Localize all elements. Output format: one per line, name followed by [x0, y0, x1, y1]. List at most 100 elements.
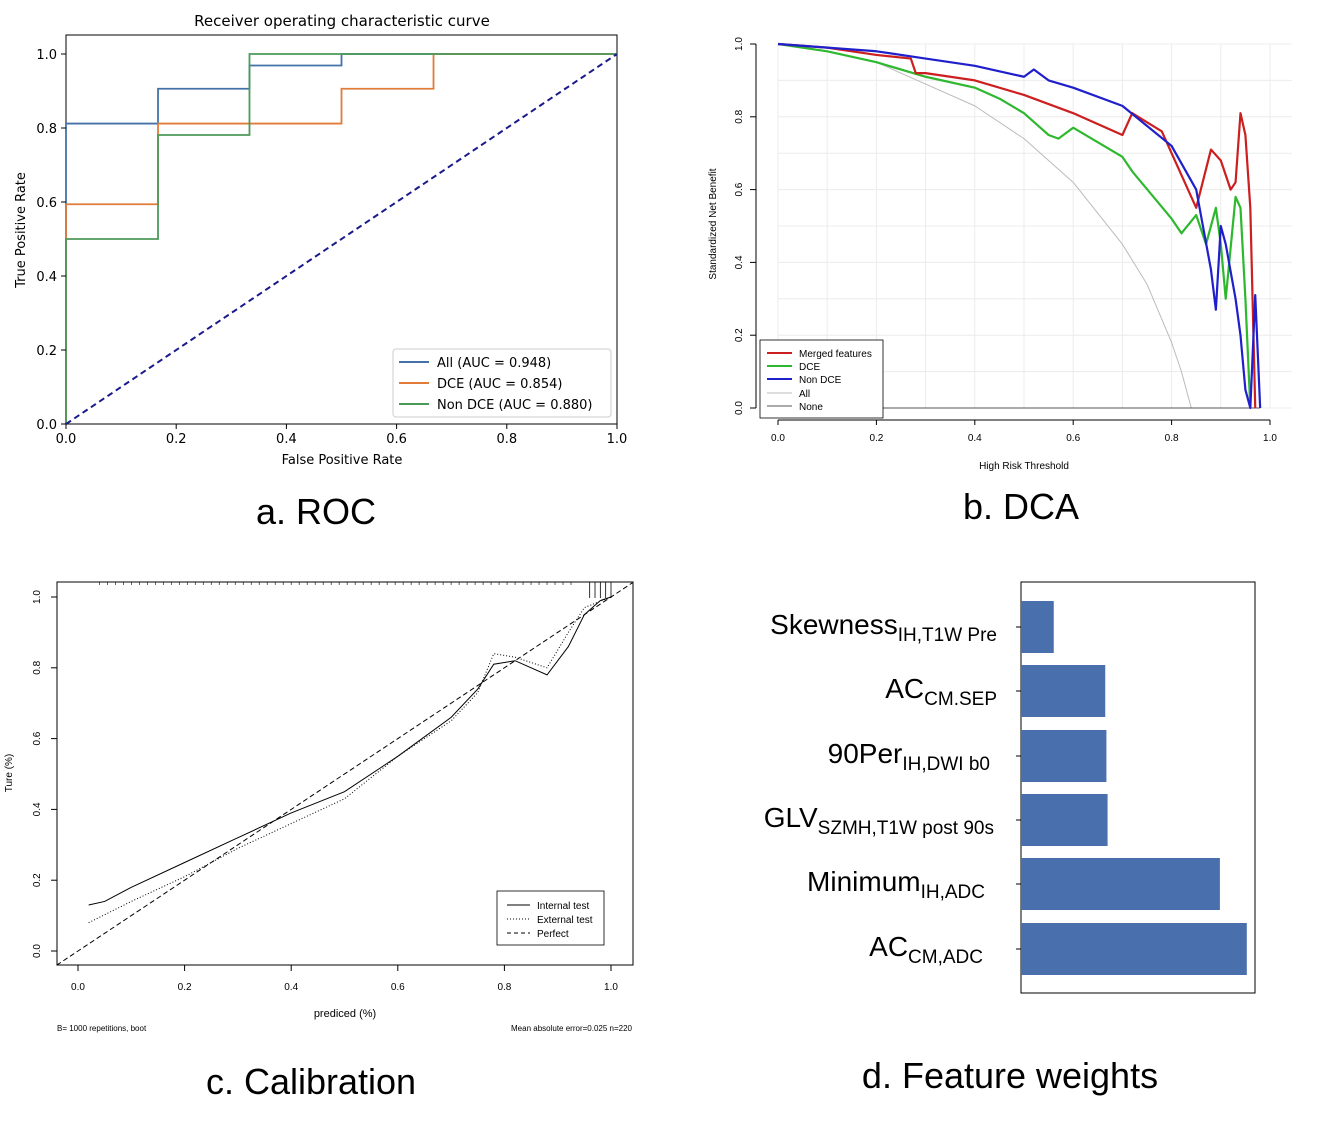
caption-dca: b. DCA — [963, 486, 1079, 527]
calibration-y-tick-label: 0.8 — [32, 660, 43, 674]
dca-legend: Merged features DCE Non DCE All None — [759, 339, 884, 419]
feature-bar-ac-cm-sep — [1021, 665, 1106, 717]
dca-x-tick-label: 0.2 — [869, 433, 883, 444]
roc-legend-label-dce: DCE (AUC = 0.854) — [437, 377, 562, 392]
calibration-y-tick-label: 0.0 — [32, 944, 43, 958]
calibration-legend-label-external: External test — [537, 915, 593, 926]
calibration-y-tick-label: 0.2 — [32, 873, 43, 887]
calibration-panel: 0.0 0.2 0.4 0.6 0.8 1.0 0.0 0.2 0.4 0.6 0.8 1.0 pre… — [4, 581, 634, 1033]
dca-x-tick-label: 0.0 — [771, 433, 785, 444]
calibration-legend-label-perfect: Perfect — [537, 929, 569, 940]
roc-x-tick-label: 1.0 — [607, 432, 628, 447]
caption-roc: a. ROC — [256, 491, 376, 532]
calibration-legend-label-internal: Internal test — [537, 901, 589, 912]
feature-bar-minimum-ih-adc — [1021, 858, 1220, 910]
feature-weights-panel: SkewnessIH,T1W Pre ACCM.SEP 90PerIH,DWI b0… — [764, 581, 1256, 994]
calibration-xlabel: prediced (%) — [314, 1008, 376, 1020]
feature-bar-glv-szmh-t1w-post-90s — [1021, 794, 1108, 846]
feature-label: 90PerIH,DWI b0 — [828, 738, 990, 775]
roc-line-chance — [65, 53, 618, 425]
caption-calibration: c. Calibration — [206, 1061, 416, 1102]
dca-y-tick-label: 1.0 — [734, 37, 745, 51]
dca-y-tick-label: 0.6 — [734, 182, 745, 196]
dca-xlabel: High Risk Threshold — [979, 461, 1069, 472]
calibration-line-external-test — [88, 596, 612, 924]
roc-y-tick-label: 0.6 — [36, 196, 57, 211]
calibration-x-tick-label: 1.0 — [604, 982, 618, 993]
calibration-x-tick-label: 0.8 — [497, 982, 511, 993]
dca-legend-label-none: None — [799, 402, 823, 413]
dca-legend-label-all: All — [799, 389, 810, 400]
roc-y-tick-label: 1.0 — [36, 48, 57, 63]
feature-bars-layer — [1016, 601, 1247, 975]
dca-y-tick-label: 0.8 — [734, 109, 745, 123]
calibration-rug — [99, 582, 612, 598]
dca-legend-label-merged: Merged features — [799, 349, 872, 360]
dca-axis-ticks: 0.0 0.2 0.4 0.6 0.8 1.0 0.0 0.2 0.4 0.6 0.8 1.0 — [734, 37, 1277, 444]
dca-line-non-dce — [777, 42, 1262, 410]
calibration-x-tick-label: 0.6 — [391, 982, 405, 993]
roc-x-tick-label: 0.0 — [56, 432, 77, 447]
roc-y-tick-label: 0.4 — [36, 270, 57, 285]
calibration-series-layer — [56, 582, 633, 966]
roc-legend: All (AUC = 0.948) DCE (AUC = 0.854) Non … — [392, 348, 612, 418]
roc-line-non-dce — [65, 53, 617, 424]
calibration-y-tick-label: 1.0 — [32, 590, 43, 604]
calibration-legend-box — [496, 890, 605, 946]
roc-x-tick-label: 0.8 — [496, 432, 517, 447]
calibration-x-tick-label: 0.4 — [284, 982, 298, 993]
feature-bar-90per-ih-dwi-b0 — [1021, 730, 1107, 782]
calibration-y-tick-label: 0.4 — [32, 802, 43, 816]
roc-title: Receiver operating characteristic curve — [194, 12, 490, 30]
roc-y-tick-label: 0.0 — [36, 418, 57, 433]
caption-feature-weights: d. Feature weights — [862, 1055, 1158, 1096]
calibration-axis-ticks: 0.0 0.2 0.4 0.6 0.8 1.0 0.0 0.2 0.4 0.6 0.8 1.0 — [32, 590, 618, 993]
dca-x-tick-label: 1.0 — [1263, 433, 1277, 444]
roc-ylabel: True Positive Rate — [14, 172, 29, 289]
calibration-line-perfect — [56, 582, 633, 966]
roc-line-dce — [65, 53, 617, 424]
feature-label: ACCM,ADC — [869, 931, 983, 968]
dca-panel: 0.0 0.2 0.4 0.6 0.8 1.0 0.0 0.2 0.4 0.6 0.8 1.0 Hig… — [708, 37, 1292, 472]
dca-y-tick-label: 0.4 — [734, 255, 745, 269]
calibration-footer-left: B= 1000 repetitions, boot — [57, 1024, 147, 1033]
feature-labels-layer: SkewnessIH,T1W Pre ACCM.SEP 90PerIH,DWI b0… — [764, 609, 997, 968]
dca-line-merged-features — [777, 42, 1257, 409]
calibration-x-tick-label: 0.2 — [178, 982, 192, 993]
feature-bar-ac-cm-adc — [1021, 923, 1247, 975]
calibration-line-internal-test — [88, 596, 612, 906]
roc-legend-label-nondce: Non DCE (AUC = 0.880) — [437, 398, 593, 413]
feature-weights-frame — [1020, 581, 1256, 994]
dca-x-tick-label: 0.4 — [968, 433, 982, 444]
feature-label: MinimumIH,ADC — [807, 866, 985, 903]
dca-y-tick-label: 0.0 — [734, 401, 745, 415]
calibration-legend: Internal test External test Perfect — [496, 890, 605, 946]
roc-y-tick-label: 0.8 — [36, 122, 57, 137]
feature-bar-skewness-ih-t1w-pre — [1021, 601, 1054, 653]
roc-x-tick-label: 0.4 — [276, 432, 297, 447]
calibration-footer-right: Mean absolute error=0.025 n=220 — [511, 1024, 633, 1033]
roc-xlabel: False Positive Rate — [282, 453, 403, 468]
calibration-y-tick-label: 0.6 — [32, 731, 43, 745]
roc-panel: Receiver operating characteristic curve … — [14, 12, 627, 468]
roc-axis-ticks: 0.0 0.2 0.4 0.6 0.8 1.0 0.0 0.2 0.4 0.6 0.8 1.0 — [36, 48, 627, 447]
dca-legend-label-nondce: Non DCE — [799, 375, 842, 386]
dca-series-layer — [777, 42, 1262, 410]
dca-ylabel: Standardized Net Benefit — [708, 168, 719, 279]
roc-legend-label-all: All (AUC = 0.948) — [437, 356, 551, 371]
calibration-plot-frame — [56, 581, 634, 966]
feature-label: GLVSZMH,T1W post 90s — [764, 802, 994, 839]
roc-y-tick-label: 0.2 — [36, 344, 57, 359]
calibration-x-tick-label: 0.0 — [71, 982, 85, 993]
roc-series-layer — [65, 53, 618, 425]
dca-y-tick-label: 0.2 — [734, 328, 745, 342]
feature-label: ACCM.SEP — [885, 673, 997, 710]
roc-x-tick-label: 0.6 — [386, 432, 407, 447]
dca-x-tick-label: 0.8 — [1165, 433, 1179, 444]
dca-legend-label-dce: DCE — [799, 362, 820, 373]
calibration-ylabel: Ture (%) — [4, 754, 15, 793]
roc-x-tick-label: 0.2 — [166, 432, 187, 447]
dca-x-tick-label: 0.6 — [1066, 433, 1080, 444]
roc-legend-box — [392, 348, 612, 418]
